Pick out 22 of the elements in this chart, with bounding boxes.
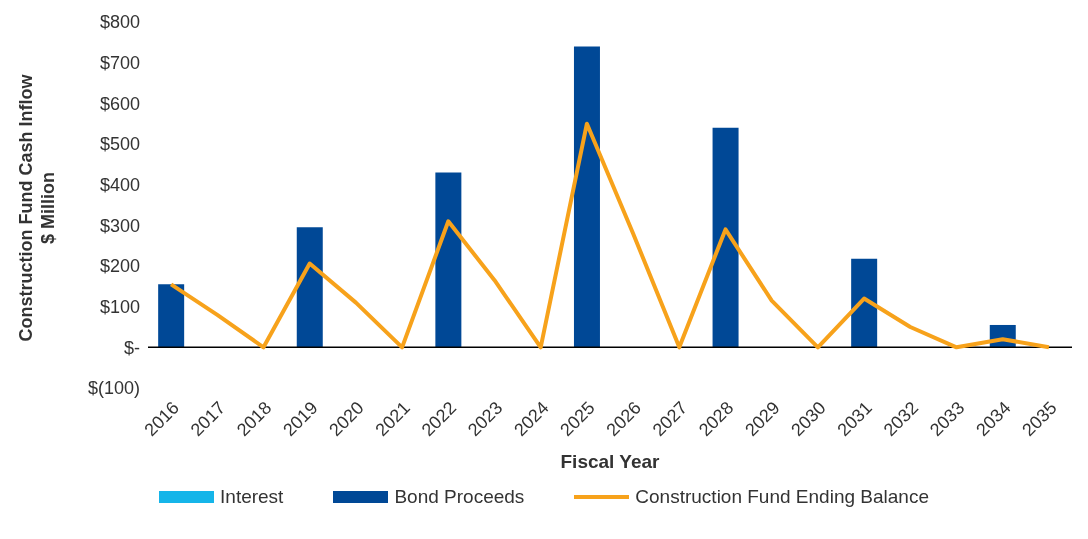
y-tick-label: $400 [99, 175, 140, 196]
y-tick-label: $500 [99, 134, 140, 155]
bar [712, 127, 739, 348]
y-tick-label: $300 [99, 215, 140, 236]
bar [158, 284, 185, 348]
y-tick-label: $(100) [87, 378, 140, 399]
y-tick-label: $100 [99, 297, 140, 318]
legend-label: Bond Proceeds [394, 486, 525, 508]
bar [296, 227, 323, 348]
y-tick-label: $800 [99, 12, 140, 33]
bar [435, 172, 462, 348]
line-series [169, 121, 1051, 350]
y-tick-label: $- [123, 337, 140, 358]
legend-label: Interest [220, 486, 284, 508]
bar [573, 46, 600, 348]
y-axis-title: Construction Fund Cash Inflow $ Million [16, 73, 58, 342]
bar [851, 258, 878, 348]
x-axis-title: Fiscal Year [560, 451, 661, 472]
y-tick-label: $200 [99, 256, 140, 277]
y-tick-label: $700 [99, 53, 140, 74]
legend-label: Construction Fund Ending Balance [635, 486, 929, 508]
y-tick-label: $600 [99, 93, 140, 114]
